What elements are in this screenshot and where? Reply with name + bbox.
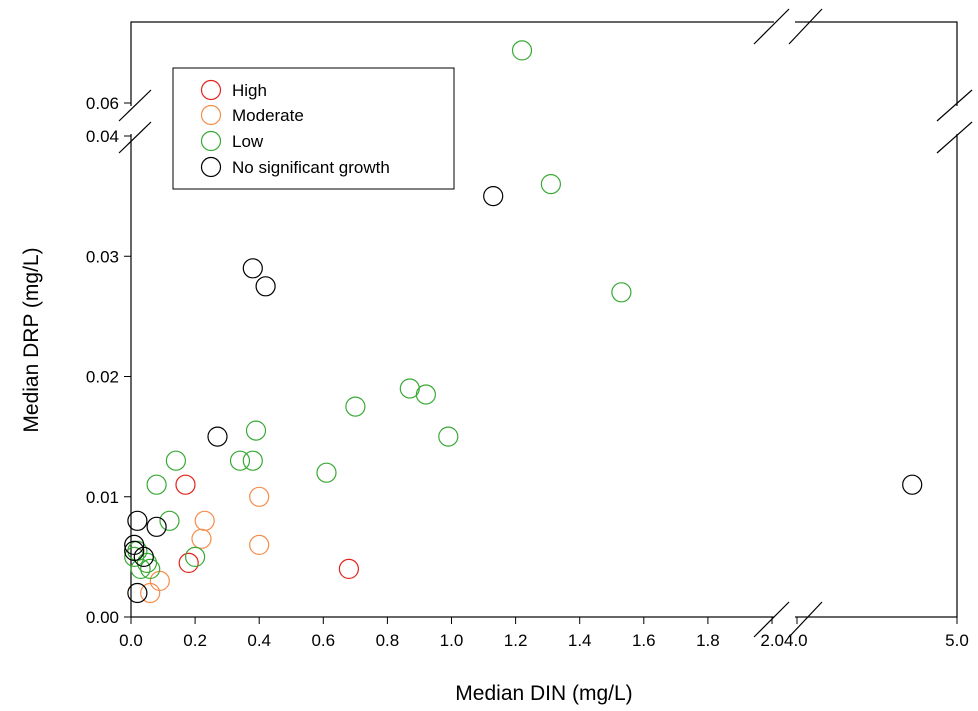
data-point-moderate [149,570,170,592]
data-point-no-growth [483,186,504,207]
axis-break-mark [118,121,152,154]
data-point-low [130,558,151,580]
data-point-high [178,552,199,574]
axis-break-mark [936,89,973,122]
legend-marker-low [200,130,222,152]
axis-break-mark [936,121,973,154]
data-point-no-growth [124,540,145,562]
axis-break-gap [774,615,795,620]
y-tick-label: 0.00 [86,608,119,627]
x-tick-label: 0.8 [376,631,400,650]
data-point-low [540,174,562,195]
y-axis-label: Median DRP (mg/L) [20,247,43,432]
axis-break-gap [955,106,960,134]
x-tick-label: 0.6 [311,631,335,650]
data-point-low [611,282,632,303]
y-tick-label: 0.04 [86,127,119,146]
x-tick-label: 1.0 [440,631,464,650]
y-tick-label: 0.02 [86,368,119,387]
data-point-low [229,450,251,471]
legend-marker-high [200,79,222,101]
x-tick-label: 1.2 [504,631,528,650]
data-point-low [345,396,366,417]
data-point-high [338,558,359,580]
x-tick-label: 5.0 [945,631,969,650]
axis-ticks: 0.0 0.2 0.4 0.6 0.8 1.0 1.2 1.4 1.6 1.8 2.04.0 5.0 0… [86,94,969,650]
data-point-low [511,40,533,61]
data-point-low [165,450,186,471]
axis-break-gap [774,20,795,25]
legend: High Moderate Low No significant growth [172,67,455,190]
data-point-no-growth [242,258,263,279]
data-point-no-growth [207,426,228,447]
x-axis-label: Median DIN (mg/L) [455,682,632,705]
data-point-low [159,510,180,531]
axis-break-mark [118,89,152,122]
y-tick-label: 0.06 [86,94,119,113]
data-point-low [185,546,206,568]
data-point-no-growth [902,474,923,495]
data-point-high [175,474,196,495]
legend-label-no-growth: No significant growth [232,158,390,177]
x-tick-label: 2.04.0 [760,631,807,650]
data-point-moderate [194,510,215,531]
x-tick-label: 1.4 [568,631,592,650]
axis-break-mark [788,8,823,45]
legend-marker-no-growth [200,156,222,178]
data-point-low [242,450,263,471]
x-tick-label: 0.2 [183,631,207,650]
data-point-low [146,474,167,495]
data-point-low [140,558,161,580]
legend-marker-moderate [200,104,222,126]
x-tick-label: 0.4 [247,631,271,650]
data-point-no-growth [255,276,276,297]
axis-break-mark [788,601,823,638]
data-point-no-growth [146,516,167,537]
x-tick-label: 1.6 [632,631,656,650]
x-tick-label: 0.0 [119,631,143,650]
axis-break-mark [753,8,790,45]
x-tick-label: 1.8 [696,631,720,650]
data-point-moderate [249,486,270,507]
data-point-low [124,546,145,568]
data-point-no-growth [127,582,148,604]
data-point-moderate [191,528,212,549]
data-point-low [438,426,459,447]
legend-label-high: High [232,81,267,100]
y-tick-label: 0.03 [86,247,119,266]
data-point-low [316,462,337,483]
legend-label-low: Low [232,132,264,151]
axis-break-gap [129,106,134,134]
data-point-moderate [249,534,270,556]
data-point-low [415,384,436,405]
data-point-no-growth [127,510,148,531]
legend-label-moderate: Moderate [232,106,304,125]
data-point-no-growth [133,546,154,568]
data-point-low [136,552,158,574]
y-tick-label: 0.01 [86,488,119,507]
plot-frame [130,21,958,618]
data-point-low [245,420,267,441]
data-points [124,40,923,604]
